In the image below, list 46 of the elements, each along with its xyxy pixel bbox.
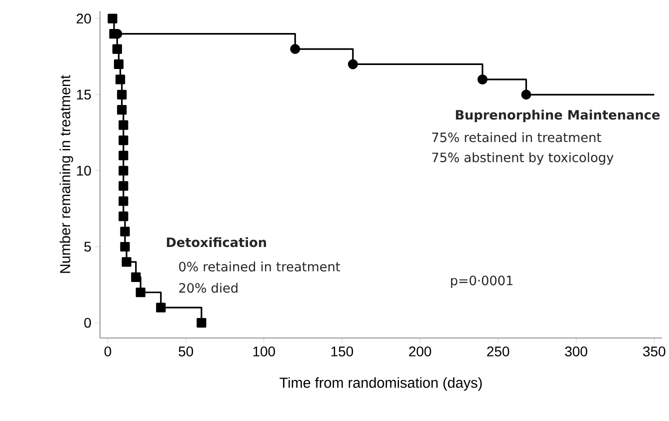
point: [118, 150, 128, 160]
point: [521, 90, 532, 100]
annotation: 75% abstinent by toxicology: [432, 152, 614, 165]
point: [348, 59, 358, 70]
y-tick-label: 5: [84, 242, 91, 252]
series-label: Buprenorphine Maintenance: [456, 110, 660, 122]
point: [118, 166, 128, 176]
annotation: 20% died: [179, 282, 238, 293]
point: [120, 226, 130, 236]
point: [117, 105, 127, 115]
point: [196, 318, 206, 328]
point: [122, 257, 132, 267]
x-tick-label: 300: [565, 346, 588, 356]
point: [108, 14, 118, 24]
x-axis-title: Time from randomisation (days): [280, 377, 482, 391]
point: [118, 135, 128, 146]
x-tick-label: 50: [178, 346, 194, 356]
point: [112, 44, 122, 54]
point: [131, 272, 141, 282]
point: [114, 59, 124, 70]
x-tick-label: 150: [331, 346, 354, 356]
x-tick-label: 100: [253, 346, 276, 356]
point: [290, 44, 300, 54]
x-tick-label: 0: [104, 346, 112, 356]
y-tick-label: 0: [84, 318, 91, 328]
point: [115, 74, 126, 84]
y-tick-label: 10: [77, 166, 91, 176]
annotation: 75% retained in treatment: [432, 132, 602, 142]
annotation: p=0·0001: [451, 276, 512, 288]
point: [118, 120, 128, 130]
point: [156, 302, 166, 312]
point: [117, 90, 127, 100]
text: Detoxification: [166, 237, 266, 248]
x-tick-label: 350: [643, 346, 666, 356]
point: [118, 181, 128, 191]
x-tick-label: 200: [409, 346, 432, 356]
point: [118, 196, 128, 206]
point: [118, 212, 128, 222]
point: [120, 242, 130, 252]
x-tick-label: 250: [487, 346, 510, 356]
annotation: 0% retained in treatment: [179, 262, 340, 272]
y-axis-title: Number remaining in treatment: [60, 75, 74, 273]
point: [136, 288, 146, 298]
y-tick-label: 20: [76, 14, 91, 24]
y-tick-label: 15: [77, 90, 91, 100]
point: [477, 74, 488, 84]
